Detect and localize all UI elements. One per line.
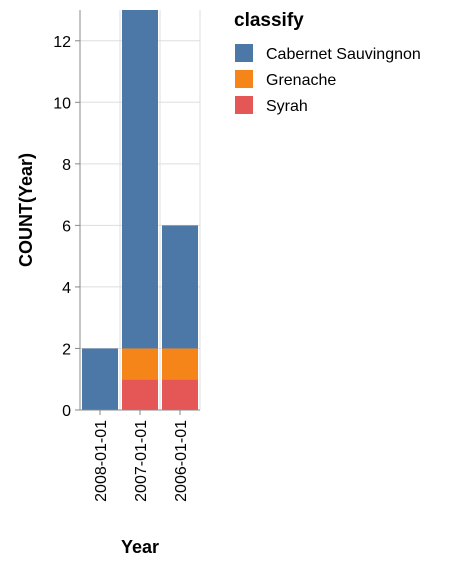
bar-segment xyxy=(162,225,198,349)
bar-segment xyxy=(162,348,198,380)
x-tick-label: 2006-01-01 xyxy=(173,420,190,502)
legend-label: Grenache xyxy=(266,72,336,89)
legend-label: Cabernet Sauvingnon xyxy=(266,46,421,63)
y-tick-label: 2 xyxy=(62,341,71,358)
x-tick-label: 2007-01-01 xyxy=(133,420,150,502)
legend-label: Syrah xyxy=(266,98,308,115)
y-tick-label: 8 xyxy=(62,157,71,174)
y-tick-label: 4 xyxy=(62,280,71,297)
x-tick-label: 2008-01-01 xyxy=(93,420,110,502)
bar-segment xyxy=(122,348,158,380)
x-axis-title: Year xyxy=(121,537,159,557)
y-tick-label: 0 xyxy=(62,403,71,420)
legend: classify Cabernet Sauvingnon Grenache Syra… xyxy=(234,10,421,115)
legend-swatch xyxy=(235,70,253,88)
legend-swatch xyxy=(235,96,253,114)
bar-segment xyxy=(162,379,198,410)
legend-title: classify xyxy=(234,10,304,31)
y-axis-title: COUNT(Year) xyxy=(16,153,36,267)
bar-segment xyxy=(122,10,158,349)
y-tick-label: 10 xyxy=(53,95,71,112)
bars xyxy=(82,10,198,410)
axes: 0 2 4 6 8 10 12 2008-01-01 2007-01-01 2006-01-01 xyxy=(53,10,200,502)
bar-segment xyxy=(82,348,118,410)
y-tick-label: 12 xyxy=(53,34,71,51)
legend-swatch xyxy=(235,44,253,62)
bar-segment xyxy=(122,379,158,410)
y-tick-label: 6 xyxy=(62,218,71,235)
